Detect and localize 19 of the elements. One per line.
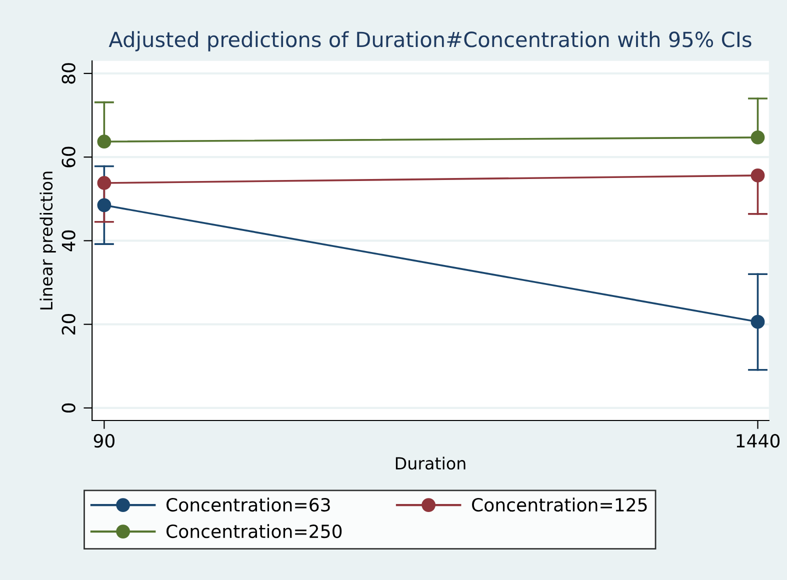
point bbox=[750, 130, 765, 144]
y-tick-label: 60 bbox=[62, 146, 76, 168]
point bbox=[750, 314, 765, 329]
y-tick-label: 40 bbox=[62, 230, 76, 252]
point bbox=[97, 198, 112, 212]
legend-label: Concentration=125 bbox=[472, 498, 647, 512]
chart-title: Adjusted predictions of Duration#Concentration with 95% CIs bbox=[108, 31, 752, 52]
y-tick-label: 80 bbox=[62, 63, 76, 84]
y-tick-label: 0 bbox=[62, 403, 76, 413]
legend-label: Concentration=250 bbox=[166, 524, 342, 538]
point bbox=[97, 134, 112, 149]
y-axis-title: Linear prediction bbox=[40, 172, 56, 310]
x-tick-label: 1440 bbox=[736, 434, 780, 448]
point bbox=[97, 176, 112, 190]
x-axis-title: Duration bbox=[396, 456, 466, 470]
y-tick-label: 20 bbox=[62, 314, 76, 334]
x-tick-label: 90 bbox=[94, 434, 114, 448]
point bbox=[750, 168, 765, 182]
legend-label: Concentration=63 bbox=[166, 498, 330, 512]
